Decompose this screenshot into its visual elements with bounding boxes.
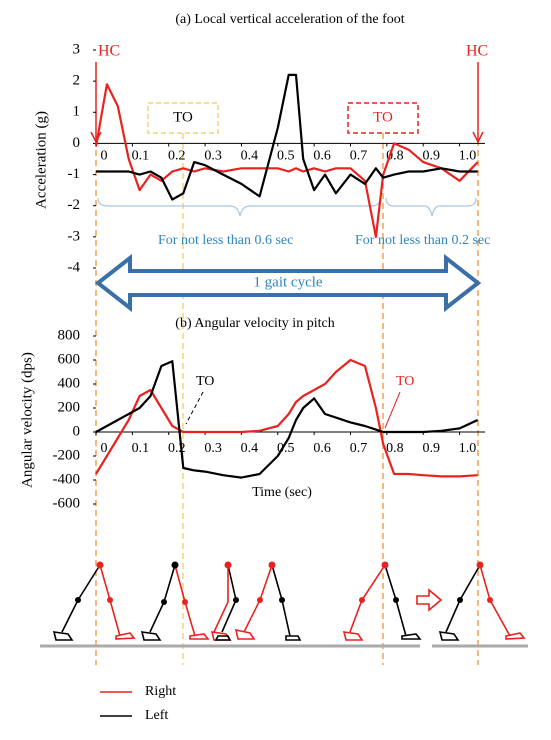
x-tick-label: 0.3 [204, 149, 222, 164]
y-tick-label: -3 [68, 228, 81, 244]
y-tick-label: 0 [73, 135, 81, 151]
x-tick-label: 1.0 [459, 441, 477, 456]
y-axis-label: Angular velocity (dps) [19, 352, 35, 488]
annotation: TO [373, 109, 393, 125]
brace [97, 197, 381, 217]
x-tick-label: 0.4 [241, 149, 259, 164]
y-tick-label: -2 [68, 197, 81, 213]
brace [385, 197, 477, 217]
x-tick-label: 0.5 [277, 441, 295, 456]
chart-title: (b) Angular velocity in pitch [175, 316, 334, 331]
data-line [95, 358, 478, 478]
annotation: TO [173, 109, 193, 125]
arrow-head [472, 131, 484, 144]
annotation: TO [396, 374, 414, 389]
x-tick-label: 0.6 [313, 149, 331, 164]
y-tick-label: 0 [73, 423, 81, 439]
x-tick-label: 0.1 [132, 441, 150, 456]
x-tick-label: 0.4 [241, 441, 259, 456]
y-tick-label: -400 [53, 471, 81, 487]
x-tick-label: 0.6 [313, 441, 331, 456]
y-tick-label: -1 [68, 166, 81, 182]
gait-figures [52, 564, 526, 641]
y-tick-label: -600 [53, 495, 81, 511]
data-line [95, 360, 479, 479]
annotation: 1 gait cycle [253, 274, 322, 290]
x-tick-label: 0.9 [422, 441, 440, 456]
data-line [96, 73, 478, 201]
y-tick-label: 800 [58, 327, 81, 343]
y-tick-label: 200 [58, 399, 81, 415]
gait-arrow [94, 253, 482, 313]
joints [75, 561, 493, 605]
pointer [185, 391, 204, 425]
x-tick-label: 0 [101, 149, 108, 164]
y-tick-label: -4 [68, 259, 81, 275]
y-tick-label: 600 [58, 351, 81, 367]
annotation: For not less than 0.2 sec [355, 233, 490, 248]
x-tick-label: 1.0 [459, 149, 477, 164]
callout-box [347, 102, 419, 134]
x-tick-label: 0.7 [350, 149, 368, 164]
x-tick-label: 0.7 [350, 441, 368, 456]
y-tick-label: 2 [73, 73, 81, 89]
y-tick-label: 1 [73, 104, 81, 120]
x-tick-label: 0.9 [422, 149, 440, 164]
callout-box [147, 102, 219, 134]
legend-label: Left [145, 708, 168, 723]
annotation: HC [98, 43, 120, 60]
x-tick-label: 0.5 [277, 149, 295, 164]
annotation: For not less than 0.6 sec [158, 233, 293, 248]
data-line [94, 83, 479, 238]
x-tick-label: 0 [101, 441, 108, 456]
y-tick-label: 3 [73, 41, 81, 57]
chart-title: (a) Local vertical acceleration of the f… [175, 12, 404, 27]
y-tick-label: 400 [58, 375, 81, 391]
x-tick-label: 0.3 [204, 441, 222, 456]
legend-label: Right [145, 684, 176, 699]
annotation: TO [196, 374, 214, 389]
y-axis-label: Acceleration (g) [33, 111, 49, 209]
x-tick-label: 0.8 [386, 441, 404, 456]
x-tick-label: 0.1 [132, 149, 150, 164]
y-tick-label: -200 [53, 447, 81, 463]
x-tick-label: 0.2 [168, 149, 186, 164]
annotation: HC [466, 43, 488, 60]
x-axis-label: Time (sec) [252, 485, 312, 500]
pointer [384, 391, 401, 429]
